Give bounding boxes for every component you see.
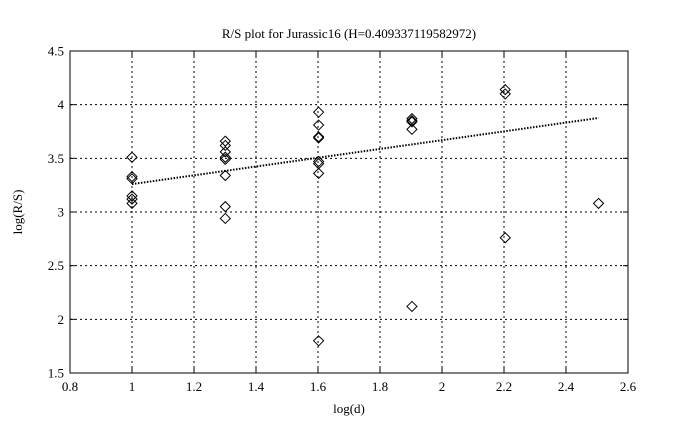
x-tick-label: 1.6 [310,379,327,394]
x-tick-label: 2.6 [620,379,637,394]
chart-title: R/S plot for Jurassic16 (H=0.40933711958… [222,26,476,41]
x-tick-label: 2 [439,379,446,394]
x-tick-labels: 0.8 1 1.2 1.4 1.6 1.8 2 2.2 2.4 2.6 [62,379,637,394]
data-point [126,151,138,163]
data-point [406,116,418,128]
x-tick-label: 1.2 [186,379,202,394]
data-point [406,112,418,125]
data-points [126,83,605,347]
data-point [219,135,232,147]
data-point [312,119,325,131]
data-point [312,132,325,144]
fit-line [131,116,599,186]
data-point [219,169,232,182]
y-tick-label: 2.5 [48,258,64,273]
data-point [219,200,232,213]
data-point [126,193,138,205]
data-point [312,131,325,143]
data-point [312,106,325,118]
plot-frame [69,50,629,374]
data-point [592,197,605,210]
data-point [499,88,511,100]
data-point [312,335,325,347]
data-point [406,123,418,136]
x-tick-label: 1 [129,379,136,394]
data-point [126,190,138,202]
data-point [219,146,232,158]
y-tick-label: 3.5 [48,151,64,166]
data-point [219,139,232,152]
data-point [219,151,232,163]
x-tick-label: 2.2 [496,379,512,394]
axis-ticks [69,50,629,374]
data-point [312,155,325,168]
y-axis-label: log(R/S) [10,190,25,235]
data-point [219,153,232,166]
y-tick-label: 1.5 [48,366,64,381]
y-tick-label: 4 [58,97,65,112]
y-tick-label: 3 [58,205,65,220]
x-tick-label: 1.4 [248,379,265,394]
data-point [126,173,138,185]
data-point [406,115,418,127]
data-point [126,197,138,210]
grid [70,51,628,373]
data-point [312,167,325,180]
y-tick-label: 2 [58,312,65,327]
data-point [219,212,232,225]
y-tick-label: 4.5 [48,44,64,59]
data-point [499,83,511,96]
y-tick-labels: 1.5 2 2.5 3 3.5 4 4.5 [48,44,65,381]
data-point [406,300,418,313]
data-point [499,232,511,244]
x-tick-label: 2.4 [558,379,575,394]
x-tick-label: 0.8 [62,379,78,394]
x-tick-label: 1.8 [372,379,388,394]
x-axis-label: log(d) [333,401,365,416]
data-point [126,170,138,183]
